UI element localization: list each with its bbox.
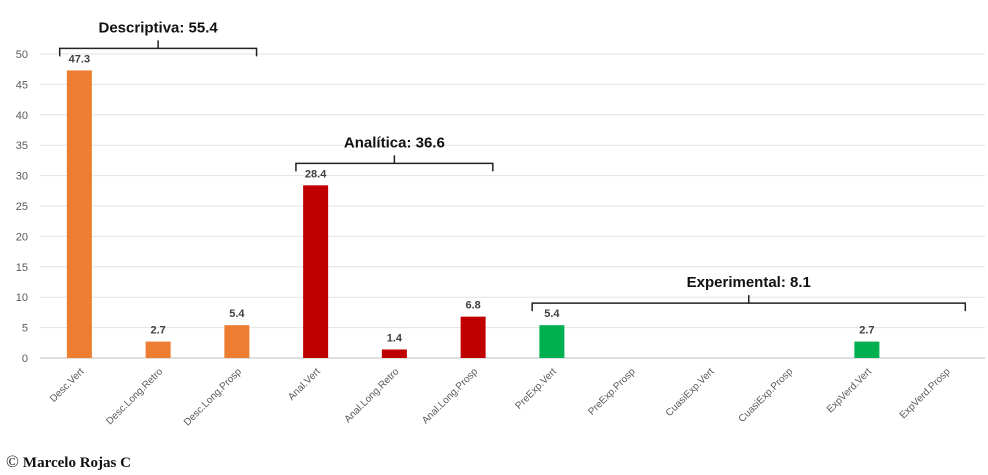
data-labels: 47.3 2.7 5.4 28.4 1.4 6.8 5.4 2.7 (69, 53, 875, 344)
data-label: 6.8 (465, 300, 480, 312)
category-label: ExpVerd.Vert (825, 366, 874, 415)
data-label: 2.7 (859, 325, 874, 337)
category-label: Anal.Long.Retro (343, 366, 402, 425)
category-label: Anal.Long.Prosp (420, 366, 480, 426)
category-label: Anal.Vert (286, 366, 323, 403)
bars (66, 70, 880, 358)
bar-expverd-vert (854, 341, 880, 358)
bar-desc-long-retro (145, 341, 171, 358)
bar-anal-vert (303, 185, 329, 358)
bar-desc-vert (66, 70, 92, 358)
category-label: Desc.Long.Prosp (182, 366, 244, 428)
data-label: 47.3 (69, 53, 90, 65)
data-label: 2.7 (150, 325, 165, 337)
bar-anal-long-prosp (460, 316, 486, 358)
y-tick-label: 50 (16, 49, 28, 61)
category-label: CuasiExp.Vert (664, 366, 717, 419)
y-tick-label: 20 (16, 231, 28, 243)
y-tick-label: 30 (16, 171, 28, 183)
y-tick-label: 45 (16, 79, 28, 91)
y-tick-label: 40 (16, 110, 28, 122)
group-bracket (58, 40, 258, 57)
bar-anal-long-retro (381, 349, 407, 358)
category-label: Desc.Vert (48, 366, 87, 405)
category-label: PreExp.Vert (513, 366, 559, 412)
y-axis-ticks: 0 5 10 15 20 25 30 35 40 45 50 (16, 49, 28, 365)
copyright-symbol: © (6, 452, 19, 471)
y-tick-label: 15 (16, 262, 28, 274)
y-tick-label: 35 (16, 140, 28, 152)
category-label: PreExp.Prosp (586, 366, 638, 418)
group-brackets: Descriptiva: 55.4 Analítica: 36.6 Experime… (58, 19, 967, 312)
y-tick-label: 25 (16, 201, 28, 213)
category-label: ExpVerd.Prosp (898, 366, 953, 421)
bar-desc-long-prosp (224, 325, 250, 358)
group-label: Experimental: 8.1 (687, 274, 811, 291)
group-label: Analítica: 36.6 (344, 134, 445, 151)
bar-preexp-vert (539, 325, 565, 358)
author-name: Marcelo Rojas C (22, 455, 131, 471)
data-label: 28.4 (305, 168, 327, 180)
category-label: CuasiExp.Prosp (737, 366, 796, 425)
data-label: 5.4 (229, 308, 245, 320)
y-tick-label: 0 (22, 353, 28, 365)
y-tick-label: 5 (22, 323, 28, 335)
data-label: 1.4 (387, 332, 403, 344)
category-labels: Desc.Vert Desc.Long.Retro Desc.Long.Prosp A… (48, 366, 953, 428)
author-credit: © Marcelo Rojas C (6, 452, 131, 472)
category-label: Desc.Long.Retro (104, 366, 165, 427)
group-bracket (295, 155, 494, 172)
group-bracket (531, 295, 967, 312)
y-tick-label: 10 (16, 292, 28, 304)
data-label: 5.4 (544, 308, 560, 320)
group-label: Descriptiva: 55.4 (99, 19, 219, 36)
gridlines (40, 53, 985, 359)
